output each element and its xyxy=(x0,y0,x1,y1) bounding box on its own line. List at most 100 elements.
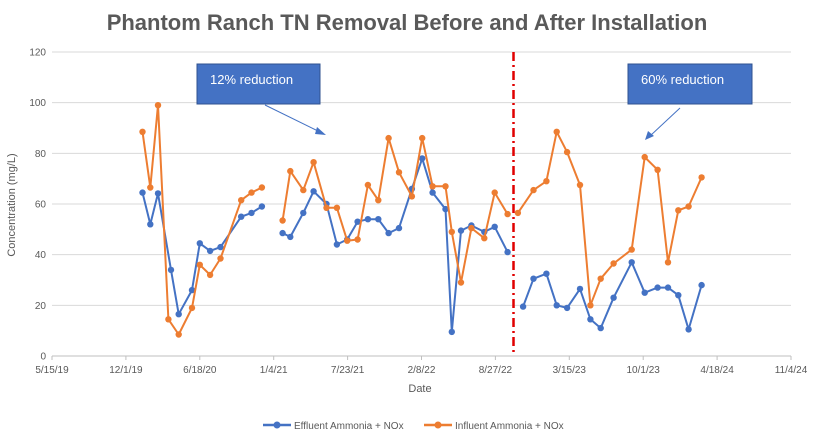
data-point-influent xyxy=(139,128,146,135)
x-tick-label: 11/4/24 xyxy=(775,365,808,376)
data-point-influent xyxy=(333,204,341,211)
annotation-60-percent: 60% reduction xyxy=(627,63,753,140)
data-point-influent xyxy=(147,184,154,191)
data-point-effluent xyxy=(375,216,382,223)
data-point-influent xyxy=(530,186,537,194)
chart-title: Phantom Ranch TN Removal Before and Afte… xyxy=(107,10,708,35)
data-point-influent xyxy=(354,236,361,243)
data-point-influent xyxy=(442,183,449,190)
data-point-effluent xyxy=(196,240,203,247)
series-line-influent xyxy=(141,104,263,336)
data-point-influent xyxy=(576,181,584,189)
x-tick-label: 6/18/20 xyxy=(183,365,217,376)
x-tick-label: 5/15/19 xyxy=(35,365,69,376)
data-point-effluent xyxy=(457,227,465,234)
data-point-effluent xyxy=(310,188,317,195)
data-point-effluent xyxy=(333,241,341,248)
x-tick-label: 10/1/23 xyxy=(627,365,661,376)
annotation-12-percent: 12% reduction xyxy=(196,63,326,135)
data-point-effluent xyxy=(139,189,146,196)
data-point-influent xyxy=(154,102,162,109)
data-point-effluent xyxy=(576,285,584,293)
data-point-influent xyxy=(514,209,522,217)
annotation-text-60-percent: 60% reduction xyxy=(641,72,724,87)
data-point-effluent xyxy=(442,205,449,213)
data-point-influent xyxy=(641,153,648,161)
annotation-text-12-percent: 12% reduction xyxy=(210,72,293,87)
data-point-effluent xyxy=(628,259,635,266)
legend-marker-effluent xyxy=(273,421,281,429)
data-point-effluent xyxy=(641,289,648,296)
data-point-effluent xyxy=(610,294,617,301)
legend-label-effluent: Effluent Ammonia + NOx xyxy=(294,421,404,432)
x-tick-label: 4/18/24 xyxy=(700,365,734,376)
data-point-influent xyxy=(429,183,436,190)
data-point-effluent xyxy=(238,213,245,220)
y-tick-label: 100 xyxy=(29,98,46,109)
x-tick-label: 1/4/21 xyxy=(260,365,288,376)
data-point-effluent xyxy=(675,292,682,299)
data-point-influent xyxy=(664,259,672,266)
series-effluent xyxy=(139,155,705,336)
data-point-effluent xyxy=(664,284,672,291)
data-point-influent xyxy=(448,228,455,236)
y-tick-label: 80 xyxy=(35,149,47,160)
x-tick-label: 12/1/19 xyxy=(109,365,143,376)
data-point-effluent xyxy=(448,328,455,336)
annotation-arrowhead-12-percent xyxy=(315,127,326,135)
data-point-effluent xyxy=(698,281,705,289)
data-point-influent xyxy=(468,224,475,232)
data-point-effluent xyxy=(248,209,255,217)
data-point-effluent xyxy=(530,275,537,282)
data-point-effluent xyxy=(587,316,594,323)
data-point-effluent xyxy=(685,326,692,333)
data-point-effluent xyxy=(504,248,511,256)
data-point-effluent xyxy=(419,155,426,162)
data-point-effluent xyxy=(597,324,604,332)
series-line-influent xyxy=(517,130,703,307)
data-point-influent xyxy=(375,197,382,204)
data-point-influent xyxy=(279,217,286,224)
data-point-influent xyxy=(300,186,307,194)
data-point-influent xyxy=(395,169,403,176)
x-axis-title: Date xyxy=(408,383,431,395)
data-point-effluent xyxy=(279,229,286,237)
data-point-effluent xyxy=(654,284,661,291)
data-point-influent xyxy=(217,255,224,262)
x-tick-label: 2/8/22 xyxy=(408,365,436,376)
data-point-influent xyxy=(457,279,465,286)
series-line-effluent xyxy=(141,192,263,316)
data-point-influent xyxy=(364,181,372,189)
data-point-influent xyxy=(675,207,682,214)
annotation-box-60-percent xyxy=(627,63,753,105)
data-point-influent xyxy=(175,331,182,338)
data-point-influent xyxy=(543,178,550,185)
series-influent xyxy=(139,102,705,338)
annotation-box-12-percent xyxy=(196,63,321,105)
data-point-effluent xyxy=(563,304,571,312)
data-point-influent xyxy=(610,260,617,267)
data-point-effluent xyxy=(154,190,162,197)
data-point-influent xyxy=(188,304,196,312)
legend-marker-influent xyxy=(434,421,442,429)
series-layer xyxy=(139,102,705,338)
data-point-effluent xyxy=(429,189,436,196)
series-line-effluent xyxy=(282,157,509,333)
legend: Effluent Ammonia + NOx Influent Ammonia … xyxy=(263,421,564,432)
data-point-influent xyxy=(385,134,392,142)
data-point-influent xyxy=(481,235,488,242)
data-point-effluent xyxy=(217,243,224,251)
y-tick-label: 0 xyxy=(40,352,46,363)
legend-item-influent: Influent Ammonia + NOx xyxy=(424,421,564,432)
annotation-arrow-12-percent xyxy=(264,104,321,133)
data-point-influent xyxy=(165,316,172,323)
data-point-influent xyxy=(323,204,330,211)
data-point-influent xyxy=(504,210,511,218)
data-point-effluent xyxy=(364,216,372,223)
data-point-effluent xyxy=(206,247,214,255)
gridlines xyxy=(52,51,791,357)
data-point-influent xyxy=(419,134,426,142)
data-point-effluent xyxy=(543,270,550,277)
